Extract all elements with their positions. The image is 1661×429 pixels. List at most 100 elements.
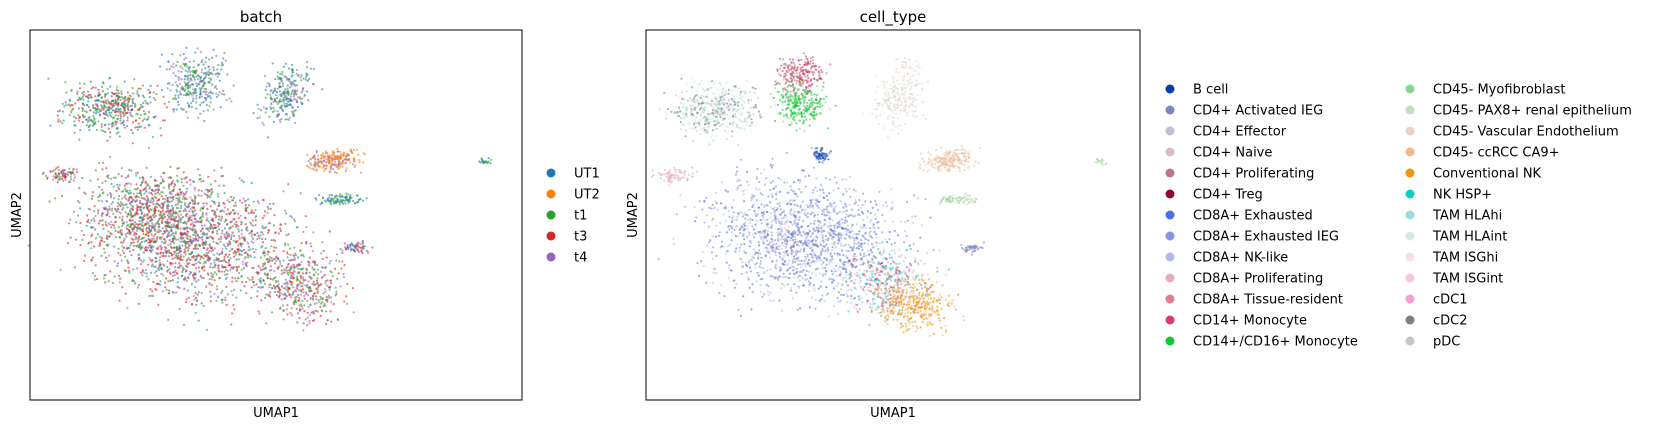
cell-point [312, 68, 316, 71]
cell-point [208, 249, 211, 252]
cell-point [340, 162, 343, 165]
cell-point [178, 249, 181, 252]
cell-point [259, 277, 262, 280]
cell-point [192, 66, 195, 69]
cell-point [705, 196, 708, 199]
cell-point [194, 199, 197, 202]
batch-title: batch [240, 8, 282, 26]
cell-point [126, 246, 130, 249]
cell-point [222, 184, 225, 187]
cell-point [185, 259, 188, 263]
cell-point [151, 290, 154, 293]
cell-point [235, 265, 238, 268]
cell-type-point-cloud [651, 52, 1108, 337]
cell-point [275, 256, 278, 260]
cell-point [128, 97, 131, 100]
cell-point [759, 262, 762, 266]
cell-point [866, 216, 869, 219]
cell-point [351, 152, 354, 155]
cell-point [807, 270, 811, 273]
cell-point [182, 221, 185, 225]
cell-point [178, 210, 181, 213]
cell-point [284, 88, 287, 91]
cell-point [212, 273, 215, 276]
cell-point [121, 249, 124, 252]
cell-point [139, 205, 142, 208]
cell-point [162, 203, 165, 206]
cell-point [307, 160, 310, 163]
cell-point [283, 282, 286, 285]
cell-point [784, 214, 787, 217]
cell-point [86, 111, 89, 114]
cell-point [269, 96, 272, 99]
cell-point [156, 282, 159, 286]
cell-point [831, 219, 834, 222]
cell-point [77, 107, 80, 110]
cell-point [284, 278, 287, 281]
cell-point [202, 179, 205, 183]
cell-point [179, 221, 182, 224]
cell-point [313, 292, 316, 295]
cell-point [311, 297, 315, 300]
cell-point [147, 89, 150, 92]
cell-point [352, 199, 355, 203]
cell-point [87, 241, 90, 244]
cell-point [245, 292, 248, 295]
cell-point [104, 220, 107, 223]
cell-point [182, 323, 186, 326]
cell-point [257, 107, 260, 110]
cell-point [258, 312, 261, 315]
cell-point [259, 231, 263, 234]
cell-point [214, 180, 217, 183]
cell-point [160, 134, 163, 137]
cell-point [149, 201, 152, 204]
cell-point [101, 212, 104, 216]
cell-point [106, 87, 109, 90]
cell-point [131, 86, 134, 90]
cell-point [187, 249, 190, 252]
cell-point [853, 202, 856, 205]
cell-point [873, 231, 876, 234]
cell-point [140, 181, 143, 184]
cell-point [265, 107, 268, 110]
cell-point [197, 168, 200, 171]
cell-point [205, 212, 208, 215]
cell-point [232, 234, 236, 237]
cell-point [212, 253, 215, 256]
cell-point [333, 163, 336, 166]
cell-point [100, 125, 103, 128]
cell-point [195, 101, 198, 104]
cell-point [181, 244, 184, 247]
cell-point [97, 222, 100, 225]
cell-point [839, 299, 842, 302]
cell-point [312, 280, 315, 283]
cell-point [75, 171, 79, 174]
cell-point [185, 246, 188, 249]
cell-point [747, 261, 751, 264]
cell-point [221, 250, 224, 253]
cell-point [845, 205, 848, 208]
cell-point [175, 220, 178, 223]
cell-point [272, 90, 275, 93]
cell-point [293, 258, 296, 262]
cell-point [108, 235, 111, 238]
cell-point [140, 212, 143, 215]
cell-point [220, 68, 223, 71]
cell-point [178, 308, 181, 311]
cell-point [331, 158, 334, 161]
cell-point [196, 202, 199, 205]
cell-point [185, 75, 188, 78]
cell-point [183, 278, 186, 281]
cell-point [800, 191, 803, 194]
cell-point [99, 239, 102, 242]
cell-point [294, 289, 297, 292]
cell-point [307, 260, 310, 263]
cell-point [328, 161, 331, 164]
cell-point [814, 256, 817, 259]
cell-point [183, 202, 187, 205]
cell-point [122, 106, 125, 109]
cell-point [187, 245, 190, 248]
cell-point [793, 272, 796, 275]
cell-point [161, 290, 164, 293]
